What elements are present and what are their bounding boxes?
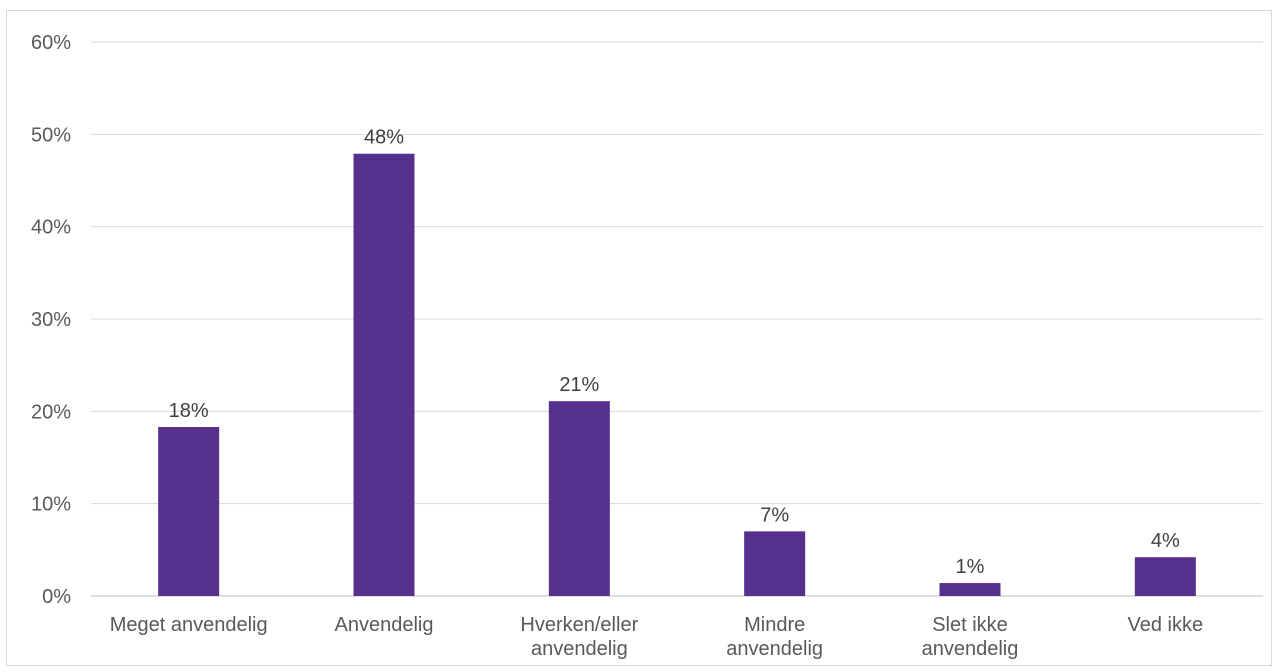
x-category-label: Ved ikke [1128,614,1204,636]
y-tick-label: 30% [31,309,71,331]
x-category-label: Anvendelig [335,614,434,636]
y-tick-label: 0% [42,586,71,608]
y-tick-label: 40% [31,217,71,239]
bar [939,583,1001,596]
x-category-label: Meget anvendelig [110,614,268,636]
bars [158,153,1196,596]
data-label: 4% [1151,530,1180,552]
y-axis-ticks: 0% 10% 20% 30% 40% 50% 60% [31,32,71,608]
bar [1134,557,1196,596]
chart-frame: 0% 10% 20% 30% 40% 50% 60% 18% 48% 21% 7% 1% 4% Meg… [6,10,1272,666]
x-category-label: Mindre anvendelig [726,614,823,660]
y-tick-label: 50% [31,124,71,146]
data-label: 1% [956,556,985,578]
x-category-label: Hverken/eller anvendelig [520,614,638,660]
gridlines [91,41,1263,597]
data-label: 7% [760,504,789,526]
data-label: 21% [559,374,599,396]
x-category-label: Slet ikke anvendelig [922,614,1019,660]
bar-chart: 0% 10% 20% 30% 40% 50% 60% 18% 48% 21% 7% 1% 4% Meg… [31,32,1263,660]
bar [158,427,220,596]
bar [548,401,610,596]
y-tick-label: 10% [31,494,71,516]
x-axis-categories: Meget anvendelig Anvendelig Hverken/eller a… [110,614,1203,660]
y-tick-label: 20% [31,401,71,423]
y-tick-label: 60% [31,32,71,54]
bar [744,531,806,596]
data-label: 48% [364,127,404,149]
data-label: 18% [169,400,209,422]
bar [353,153,415,596]
data-labels: 18% 48% 21% 7% 1% 4% [169,127,1180,578]
